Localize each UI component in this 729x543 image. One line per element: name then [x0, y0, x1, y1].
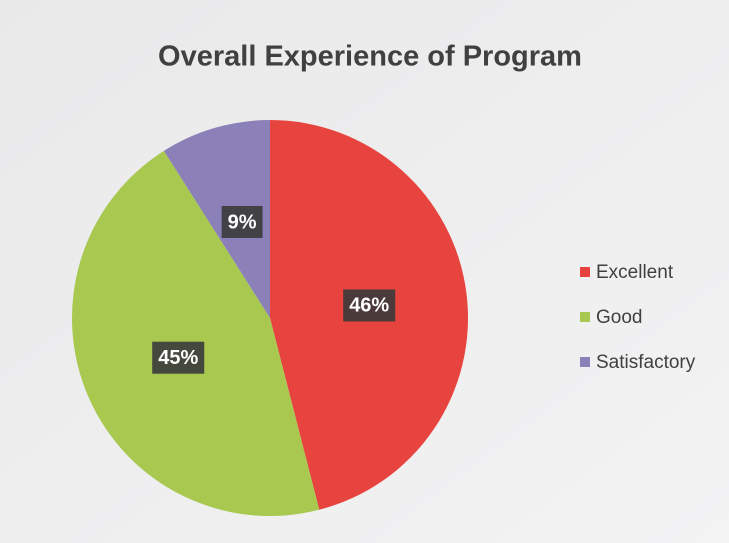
legend-swatch [580, 312, 590, 322]
data-label: 46% [349, 295, 389, 317]
pie-slice [71, 150, 320, 517]
data-label-box [152, 341, 205, 374]
legend-swatch [580, 267, 590, 277]
legend-label: Good [596, 307, 642, 328]
data-label: 45% [158, 347, 198, 369]
pie-slice [163, 120, 270, 318]
data-label-box [343, 289, 396, 322]
data-label: 9% [228, 211, 257, 233]
legend-label: Satisfactory [596, 352, 696, 373]
legend-swatch [580, 357, 590, 367]
data-label-box [221, 205, 263, 238]
legend-label: Excellent [596, 262, 674, 283]
chart-title: Overall Experience of Program [158, 41, 582, 73]
